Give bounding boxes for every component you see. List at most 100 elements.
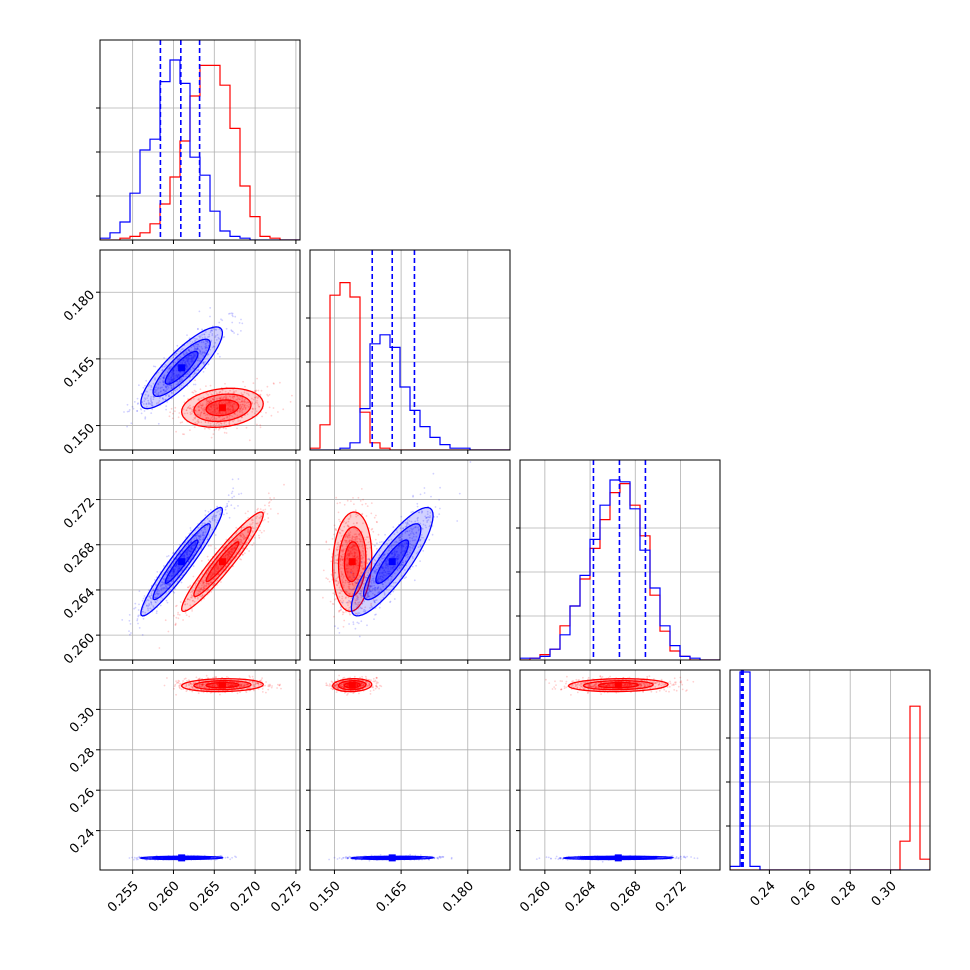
- scatter-point: [165, 599, 168, 602]
- scatter-point: [231, 395, 234, 398]
- scatter-point: [150, 601, 153, 604]
- scatter-point: [229, 409, 232, 412]
- scatter-point: [170, 384, 173, 387]
- scatter-point: [239, 408, 242, 411]
- scatter-point: [252, 527, 255, 530]
- scatter-point: [426, 521, 428, 523]
- scatter-point: [237, 420, 240, 422]
- scatter-point: [354, 540, 357, 542]
- scatter-point: [346, 563, 348, 566]
- scatter-point: [334, 580, 337, 582]
- scatter-point: [352, 545, 355, 548]
- scatter-point: [355, 595, 358, 597]
- scatter-point: [209, 418, 212, 421]
- scatter-point: [197, 532, 200, 534]
- scatter-point: [347, 525, 350, 528]
- scatter-point: [339, 589, 342, 591]
- scatter-point: [345, 567, 348, 570]
- scatter-point: [270, 414, 273, 417]
- scatter-point: [353, 544, 355, 547]
- scatter-point: [358, 537, 361, 540]
- scatter-point: [348, 588, 351, 590]
- mean-marker: [348, 558, 356, 566]
- scatter-point: [383, 554, 386, 556]
- scatter-point: [197, 369, 200, 372]
- scatter-point: [193, 372, 196, 375]
- scatter-point: [253, 689, 255, 692]
- scatter-point: [174, 588, 176, 590]
- scatter-point: [429, 516, 432, 519]
- scatter-point: [336, 502, 339, 505]
- scatter-point: [333, 598, 336, 601]
- scatter-point: [352, 547, 355, 550]
- scatter-point: [387, 568, 390, 570]
- scatter-point: [289, 401, 292, 403]
- scatter-point: [202, 534, 204, 536]
- scatter-point: [179, 355, 182, 358]
- scatter-point: [185, 351, 188, 354]
- scatter-point: [226, 556, 229, 559]
- scatter-point: [145, 379, 148, 382]
- scatter-point: [182, 619, 185, 621]
- scatter-point: [172, 551, 175, 554]
- scatter-point: [209, 577, 212, 579]
- scatter-point: [425, 526, 427, 529]
- scatter-point: [229, 550, 231, 553]
- scatter-point: [189, 527, 192, 529]
- scatter-point: [206, 353, 209, 356]
- scatter-point: [346, 499, 349, 502]
- scatter-point: [202, 691, 205, 694]
- scatter-point: [375, 521, 378, 523]
- scatter-point: [212, 398, 215, 401]
- scatter-point: [146, 406, 148, 408]
- scatter-point: [240, 683, 243, 686]
- scatter-point: [357, 578, 359, 580]
- scatter-point: [362, 552, 365, 555]
- scatter-point: [171, 387, 173, 390]
- scatter-point: [333, 533, 335, 536]
- scatter-point: [206, 677, 209, 680]
- scatter-point: [191, 360, 193, 363]
- scatter-point: [232, 684, 235, 686]
- scatter-point: [346, 567, 349, 570]
- scatter-point: [225, 424, 228, 426]
- scatter-point: [369, 584, 371, 587]
- scatter-point: [192, 357, 195, 359]
- scatter-point: [209, 405, 212, 408]
- scatter-point: [197, 592, 200, 595]
- scatter-point: [223, 396, 226, 398]
- scatter-point: [227, 554, 230, 556]
- scatter-point: [155, 584, 158, 586]
- scatter-point: [235, 544, 237, 547]
- scatter-point: [231, 684, 234, 686]
- scatter-point: [259, 529, 261, 532]
- scatter-point: [214, 547, 217, 550]
- scatter-point: [349, 575, 351, 578]
- scatter-point: [199, 595, 202, 598]
- scatter-point: [376, 542, 378, 545]
- scatter-point: [216, 683, 219, 686]
- scatter-point: [137, 402, 140, 405]
- scatter-point: [190, 547, 192, 550]
- scatter-point: [347, 549, 349, 552]
- scatter-point: [351, 583, 354, 585]
- scatter-point: [201, 684, 204, 687]
- scatter-point: [209, 684, 211, 686]
- scatter-point: [213, 515, 215, 518]
- scatter-point: [360, 554, 363, 557]
- scatter-point: [220, 402, 223, 404]
- scatter-point: [393, 572, 396, 575]
- scatter-point: [263, 512, 266, 514]
- scatter-point: [170, 387, 173, 389]
- scatter-point: [402, 545, 405, 548]
- scatter-point: [239, 683, 242, 686]
- scatter-point: [385, 560, 388, 563]
- scatter-point: [328, 548, 331, 551]
- scatter-point: [364, 609, 367, 612]
- scatter-point: [247, 510, 249, 513]
- scatter-point: [354, 552, 356, 554]
- scatter-point: [157, 391, 160, 394]
- scatter-point: [171, 417, 174, 420]
- scatter-point: [219, 565, 222, 567]
- scatter-point: [177, 679, 180, 682]
